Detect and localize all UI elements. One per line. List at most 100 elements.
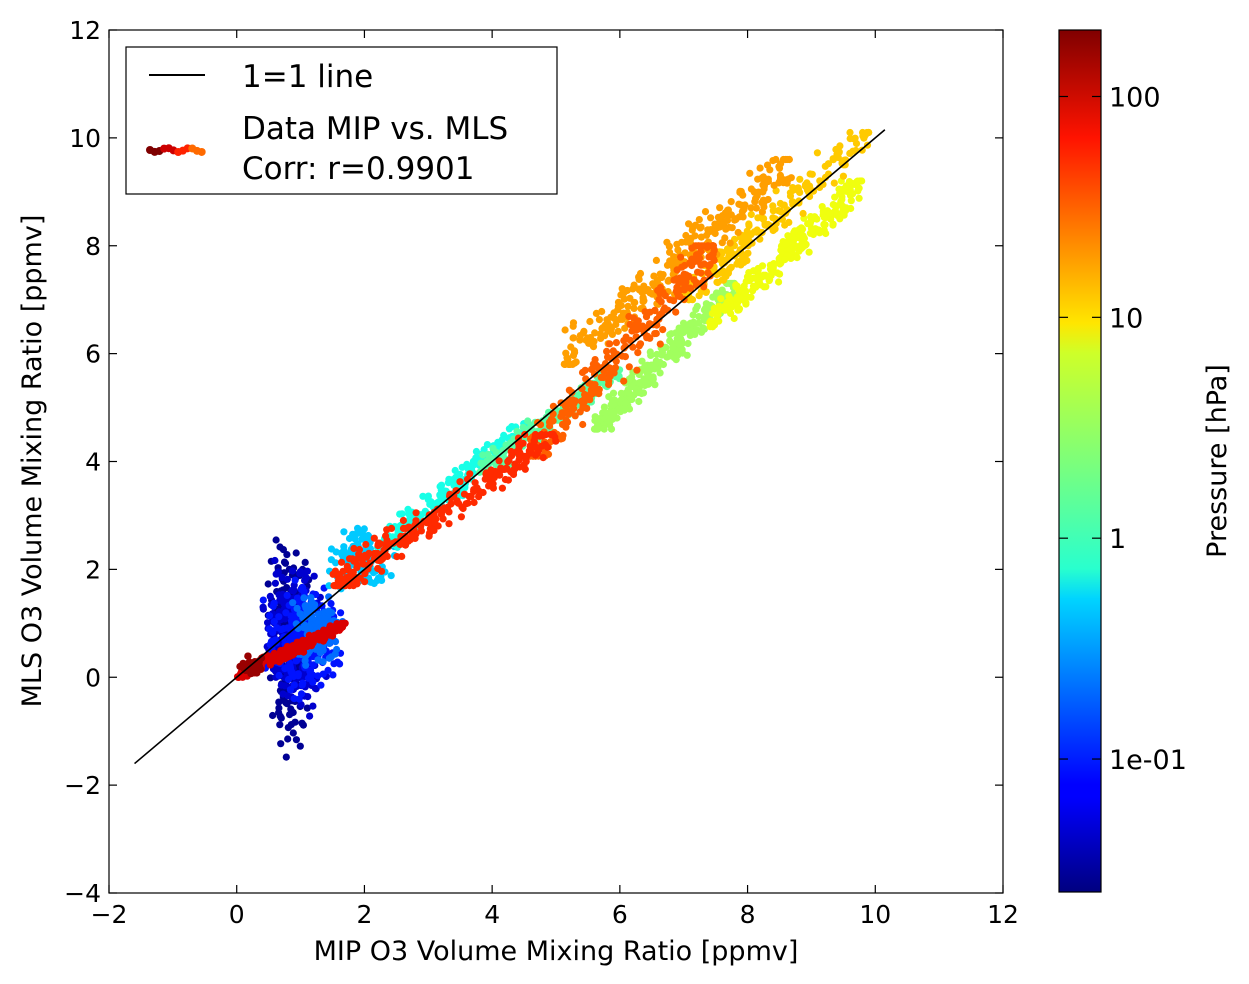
data-point: [697, 248, 705, 256]
data-point: [271, 556, 279, 565]
data-point: [799, 232, 807, 240]
data-point: [721, 306, 730, 314]
data-point: [846, 149, 854, 157]
data-point: [354, 554, 362, 563]
data-point: [471, 479, 479, 487]
data-point: [663, 261, 672, 269]
data-point: [266, 674, 275, 682]
data-point: [445, 520, 453, 528]
data-point: [704, 269, 712, 277]
data-point: [791, 227, 799, 235]
data-point: [616, 408, 625, 416]
data-point: [374, 549, 382, 558]
data-point: [781, 256, 789, 264]
data-point: [291, 718, 299, 726]
data-point: [617, 389, 625, 397]
data-point: [612, 357, 620, 365]
data-point: [590, 381, 598, 389]
data-point: [419, 492, 427, 500]
data-point: [741, 298, 749, 306]
data-point: [727, 303, 735, 312]
data-point: [437, 481, 446, 489]
data-point: [504, 476, 512, 484]
data-point: [709, 323, 717, 331]
data-point: [680, 270, 688, 278]
data-point: [505, 425, 513, 433]
data-point: [243, 660, 251, 668]
data-point: [462, 500, 470, 508]
data-point: [694, 268, 702, 276]
data-point: [279, 546, 287, 554]
data-point: [320, 635, 329, 643]
data-point: [337, 609, 345, 617]
data-point: [277, 626, 285, 634]
data-point: [460, 490, 469, 498]
data-point: [293, 604, 301, 613]
data-point: [755, 278, 763, 286]
data-point: [565, 360, 573, 368]
data-point: [457, 513, 465, 521]
y-tick-label: 2: [85, 555, 101, 584]
data-point: [592, 425, 600, 433]
data-point: [635, 275, 643, 283]
data-point: [646, 348, 654, 356]
x-axis-label: MIP O3 Volume Mixing Ratio [ppmv]: [314, 936, 799, 967]
data-point: [481, 475, 489, 483]
data-point: [437, 486, 445, 494]
data-point: [740, 282, 748, 290]
data-point: [343, 562, 351, 571]
data-point: [444, 503, 452, 511]
data-point: [620, 337, 628, 345]
data-point: [608, 396, 617, 404]
data-point: [292, 641, 300, 649]
data-point: [641, 364, 649, 372]
data-point: [309, 661, 317, 669]
data-point: [299, 584, 307, 592]
data-point: [739, 191, 747, 199]
data-point: [763, 161, 772, 169]
colorbar: 100 10 1 1e-01 Pressure [hPa]: [1058, 29, 1233, 893]
data-point: [301, 558, 309, 567]
data-point: [307, 642, 315, 650]
data-point: [569, 334, 578, 342]
data-point: [303, 704, 311, 712]
data-point: [689, 311, 697, 319]
data-point: [370, 555, 378, 563]
data-point: [281, 682, 289, 690]
data-point: [277, 740, 285, 748]
data-point: [276, 721, 284, 729]
data-point: [677, 253, 685, 261]
data-point: [707, 214, 715, 222]
data-point: [659, 326, 667, 334]
data-point: [338, 551, 346, 559]
data-point: [760, 283, 768, 291]
data-point: [620, 377, 628, 385]
colorbar-ticks: 100 10 1 1e-01: [1059, 82, 1187, 776]
data-point: [695, 216, 703, 224]
data-point: [618, 285, 626, 293]
data-point: [626, 294, 634, 302]
x-tick-label: 6: [612, 900, 628, 929]
data-point: [527, 449, 535, 457]
data-point: [831, 206, 840, 214]
data-point: [799, 209, 807, 218]
data-point: [741, 289, 749, 297]
data-point: [253, 661, 261, 669]
data-point: [813, 149, 822, 157]
data-point: [552, 437, 560, 445]
data-point: [629, 343, 637, 351]
data-point: [659, 271, 667, 279]
data-point: [855, 194, 863, 202]
data-point: [677, 334, 685, 343]
data-point: [277, 654, 285, 663]
data-point: [759, 173, 767, 182]
data-point: [302, 574, 310, 582]
data-point: [546, 422, 554, 430]
x-tick-label: 12: [987, 900, 1019, 929]
data-point: [324, 666, 332, 675]
data-point: [697, 242, 705, 250]
data-point: [565, 386, 574, 394]
data-point: [500, 431, 508, 439]
data-point: [299, 636, 307, 644]
data-point: [333, 645, 341, 654]
